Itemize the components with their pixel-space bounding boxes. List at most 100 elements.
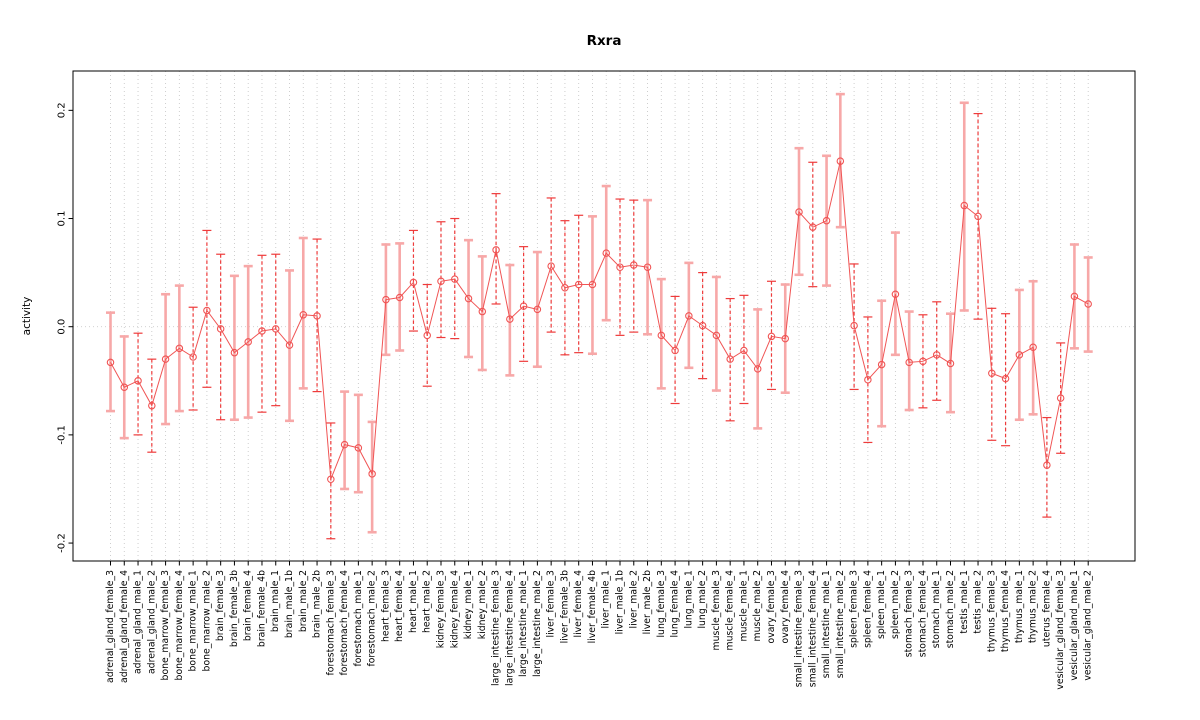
x-tick-label: small_intestine_female_3	[794, 570, 805, 687]
data-point	[437, 277, 445, 286]
error-bar	[1083, 256, 1093, 353]
x-tick-label: stomach_female_4	[917, 570, 928, 657]
error-bar	[698, 272, 708, 380]
x-tick-label: liver_male_2	[628, 570, 639, 628]
x-tick-label: bone_marrow_female_4	[174, 570, 185, 681]
data-point	[313, 312, 321, 320]
error-bar	[711, 275, 721, 392]
x-tick-label: bone_marrow_male_2	[201, 570, 212, 671]
error-bar	[408, 229, 418, 332]
error-bar	[298, 236, 308, 390]
data-point	[836, 157, 845, 165]
x-tick-label: spleen_male_2	[890, 570, 901, 639]
x-tick-label: muscle_female_4	[725, 570, 736, 651]
error-bar	[312, 238, 322, 393]
data-point	[258, 327, 266, 335]
x-tick-label: kidney_female_3	[435, 570, 446, 648]
error-bar	[340, 390, 350, 491]
x-tick-label: stomach_female_3	[904, 570, 915, 657]
data-point	[106, 358, 115, 367]
data-point	[698, 321, 707, 330]
error-bar	[202, 229, 212, 388]
y-tick-label: -0.1	[57, 425, 68, 445]
data-point	[519, 302, 528, 310]
error-bar	[766, 280, 776, 391]
x-tick-label: brain_female_3b	[229, 570, 240, 647]
x-tick-label: lung_female_4	[670, 570, 681, 638]
data-point	[547, 262, 555, 270]
data-point	[203, 306, 211, 315]
error-bar	[890, 231, 900, 357]
x-tick-label: thymus_female_3	[986, 570, 997, 652]
x-tick-label: adrenal_gland_male_1	[133, 570, 144, 674]
error-bar	[505, 263, 515, 377]
x-tick-label: muscle_male_2	[752, 570, 763, 641]
x-tick-label: muscle_male_1	[738, 570, 749, 642]
error-bar	[932, 301, 942, 401]
data-point	[382, 295, 390, 304]
error-bar	[739, 294, 749, 405]
data-point	[574, 280, 583, 289]
data-point	[354, 444, 363, 452]
data-point	[1015, 351, 1024, 359]
data-point	[850, 321, 858, 330]
series-line	[110, 161, 1089, 480]
data-point	[285, 341, 294, 349]
data-point	[795, 208, 803, 216]
data-point	[712, 331, 721, 340]
error-bar	[1042, 416, 1052, 518]
x-tick-label: large_intestine_male_2	[532, 570, 543, 677]
x-tick-label: brain_female_4b	[256, 570, 267, 647]
error-bar	[147, 358, 157, 453]
data-point	[506, 315, 514, 323]
data-point	[244, 338, 252, 346]
x-tick-label: liver_female_4	[573, 570, 584, 638]
data-point	[230, 348, 239, 357]
x-tick-label: kidney_male_2	[477, 570, 488, 639]
data-point	[781, 334, 790, 343]
data-point	[740, 346, 748, 355]
data-point	[685, 312, 693, 320]
data-point	[974, 212, 982, 221]
data-point	[423, 331, 431, 340]
data-point	[630, 261, 638, 269]
x-tick-label: ovary_female_3	[766, 570, 777, 644]
data-point	[340, 440, 349, 449]
x-tick-label: lung_male_1	[683, 570, 694, 629]
data-point	[1043, 461, 1051, 469]
data-point	[561, 284, 569, 292]
y-tick-label: -0.2	[57, 533, 68, 553]
x-tick-label: small_intestine_male_1	[821, 570, 832, 678]
data-point	[616, 263, 624, 271]
y-axis-label: activity	[21, 297, 33, 336]
x-tick-label: heart_male_1	[408, 570, 419, 633]
data-point	[753, 365, 762, 373]
data-point	[602, 249, 610, 257]
error-bar	[216, 253, 226, 421]
x-tick-label: kidney_female_4	[449, 570, 460, 648]
chart-title: Rxra	[586, 33, 622, 49]
x-tick-label: adrenal_gland_female_3	[105, 570, 116, 683]
x-tick-label: testis_male_2	[973, 570, 984, 634]
data-point	[891, 290, 900, 298]
error-bar	[450, 217, 460, 340]
error-bar	[1001, 313, 1011, 447]
error-bar	[491, 193, 501, 305]
data-point	[822, 216, 831, 225]
x-tick-label: vesicular_gland_male_1	[1069, 570, 1080, 681]
data-point	[395, 293, 404, 302]
data-point	[960, 201, 969, 210]
data-point	[671, 346, 679, 355]
data-point	[932, 351, 941, 359]
error-bar	[436, 221, 446, 339]
x-tick-label: heart_female_3	[380, 570, 391, 642]
data-point	[478, 307, 487, 316]
x-tick-label: kidney_male_1	[463, 570, 474, 639]
data-point	[726, 355, 734, 363]
x-tick-label: liver_male_2b	[642, 570, 653, 634]
data-point	[1070, 292, 1079, 301]
x-tick-label: adrenal_gland_female_4	[119, 570, 130, 683]
data-point	[216, 325, 225, 333]
data-point	[175, 344, 184, 353]
data-point	[1084, 300, 1092, 308]
